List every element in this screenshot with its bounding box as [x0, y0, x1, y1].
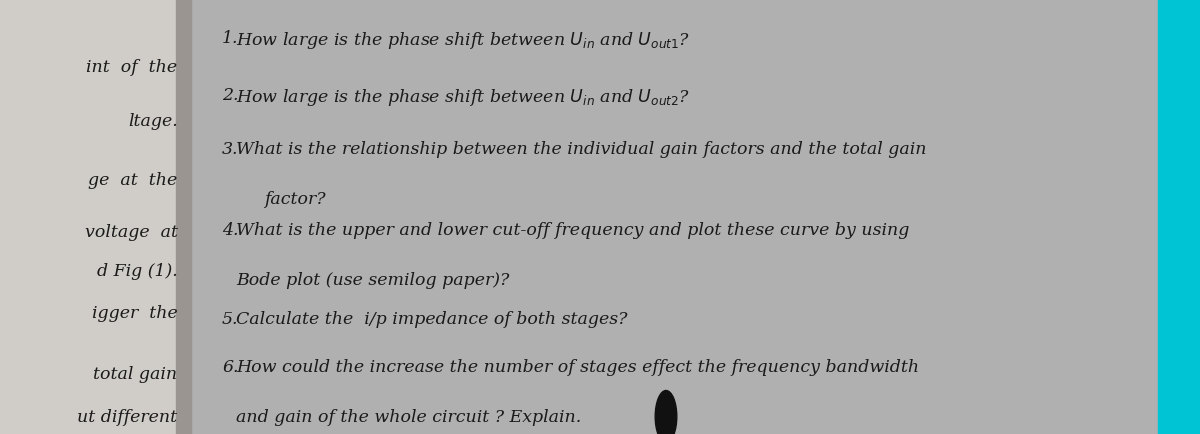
Text: voltage  at: voltage at [84, 224, 178, 241]
Text: factor?: factor? [264, 191, 325, 208]
Text: 1.: 1. [222, 30, 239, 47]
Text: What is the relationship between the individual gain factors and the total gain: What is the relationship between the ind… [236, 141, 926, 158]
Text: total gain: total gain [94, 365, 178, 382]
Text: 3.: 3. [222, 141, 239, 158]
Text: 2.: 2. [222, 87, 239, 104]
Bar [1158, 0, 1200, 434]
Text: How large is the phase shift between $U_{in}$ and $U_{out1}$?: How large is the phase shift between $U_… [236, 30, 691, 51]
Bar [0, 0, 186, 434]
Bar [176, 0, 191, 434]
Text: igger  the: igger the [92, 304, 178, 321]
Ellipse shape [655, 391, 677, 434]
Text: ut different: ut different [78, 408, 178, 425]
Text: Bode plot (use semilog paper)?: Bode plot (use semilog paper)? [236, 271, 510, 288]
Text: ltage.: ltage. [128, 113, 178, 130]
Text: Calculate the  i/p impedance of both stages?: Calculate the i/p impedance of both stag… [236, 310, 628, 327]
Text: 5.: 5. [222, 310, 239, 327]
Text: 4.: 4. [222, 221, 239, 238]
Text: int  of  the: int of the [86, 59, 178, 76]
Text: ge  at  the: ge at the [89, 171, 178, 189]
Text: 6.: 6. [222, 358, 239, 375]
Text: How could the increase the number of stages effect the frequency bandwidth: How could the increase the number of sta… [236, 358, 919, 375]
Text: How large is the phase shift between $U_{in}$ and $U_{out2}$?: How large is the phase shift between $U_… [236, 87, 691, 108]
Text: and gain of the whole circuit ? Explain.: and gain of the whole circuit ? Explain. [236, 408, 582, 425]
Text: What is the upper and lower cut-off frequency and plot these curve by using: What is the upper and lower cut-off freq… [236, 221, 910, 238]
Text: d Fig (1).: d Fig (1). [97, 263, 178, 280]
